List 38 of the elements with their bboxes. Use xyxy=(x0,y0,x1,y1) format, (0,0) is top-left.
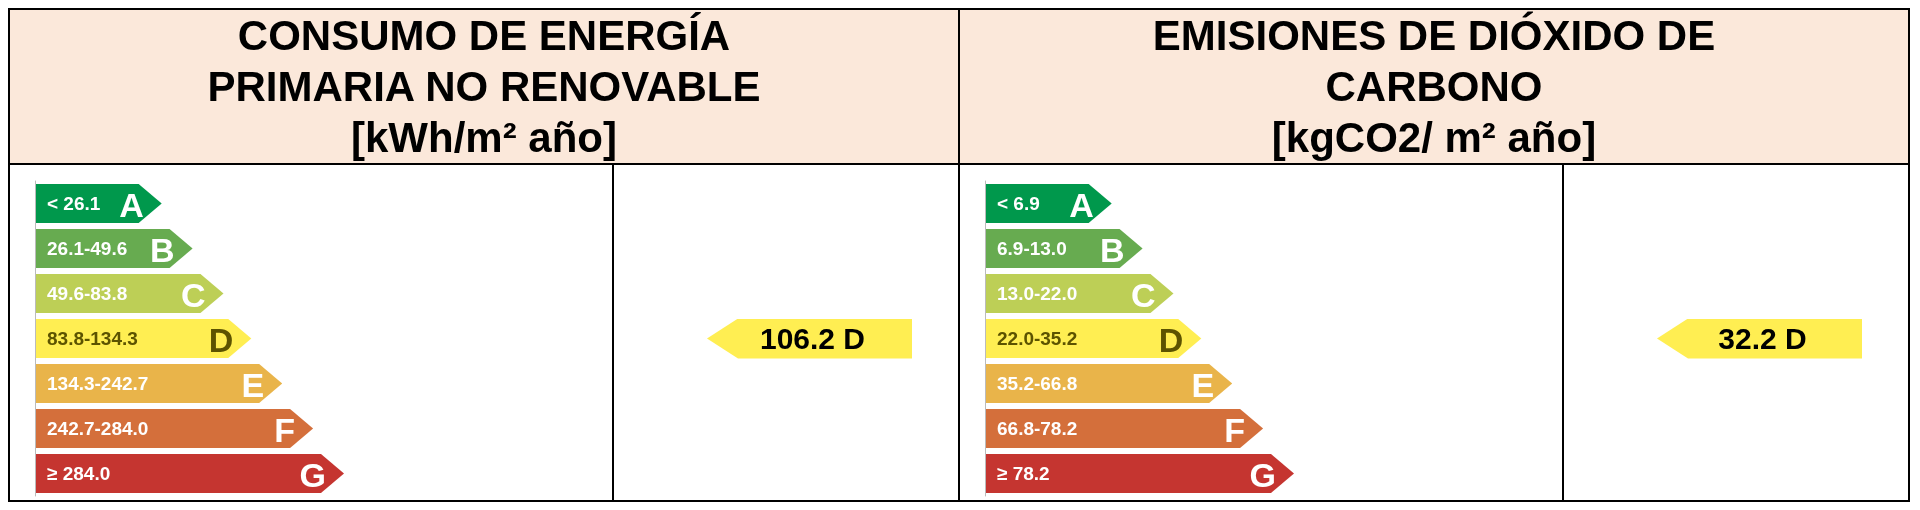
text: 32.2 D xyxy=(1718,321,1807,356)
y-tick-label: 22.0-35.2 xyxy=(997,328,1078,349)
text: CONSUMO DE ENERGÍA PRIMARIA NO RENOVABLE xyxy=(206,11,762,112)
y-tick-label: < 26.1 xyxy=(47,193,101,214)
annotation: B xyxy=(150,230,175,269)
text: [kgCO2/ m² año] xyxy=(1271,113,1597,163)
annotation: C xyxy=(180,275,206,314)
annotation: G xyxy=(1249,455,1276,494)
annotation: D xyxy=(208,320,234,359)
y-tick-label: 83.8-134.3 xyxy=(47,328,138,349)
y-tick-label: 35.2-66.8 xyxy=(997,373,1078,394)
y-tick-label: ≥ 284.0 xyxy=(47,463,111,484)
y-tick-label: 66.8-78.2 xyxy=(997,418,1078,439)
y-tick-label: ≥ 78.2 xyxy=(997,463,1050,484)
annotation: D xyxy=(1158,320,1184,359)
text: [kWh/m² año] xyxy=(351,113,617,163)
text: 106.2 D xyxy=(759,321,866,356)
y-tick-label: 13.0-22.0 xyxy=(997,283,1078,304)
bar xyxy=(985,453,1294,494)
y-tick-label: 134.3-242.7 xyxy=(47,373,149,394)
annotation: E xyxy=(1191,365,1215,404)
bar xyxy=(35,408,314,449)
annotation: G xyxy=(299,455,326,494)
annotation: E xyxy=(241,365,265,404)
annotation: F xyxy=(274,410,296,449)
annotation: C xyxy=(1130,275,1156,314)
y-tick-label: < 6.9 xyxy=(997,193,1040,214)
annotation: A xyxy=(1069,185,1094,224)
annotation: B xyxy=(1100,230,1125,269)
annotation: F xyxy=(1224,410,1246,449)
bar xyxy=(35,453,344,494)
y-tick-label: 26.1-49.6 xyxy=(47,238,128,259)
bar xyxy=(985,408,1264,449)
y-tick-label: 49.6-83.8 xyxy=(47,283,128,304)
y-tick-label: 6.9-13.0 xyxy=(997,238,1067,259)
y-tick-label: 242.7-284.0 xyxy=(47,418,149,439)
annotation: A xyxy=(119,185,144,224)
text: EMISIONES DE DIÓXIDO DE CARBONO xyxy=(1151,10,1717,112)
